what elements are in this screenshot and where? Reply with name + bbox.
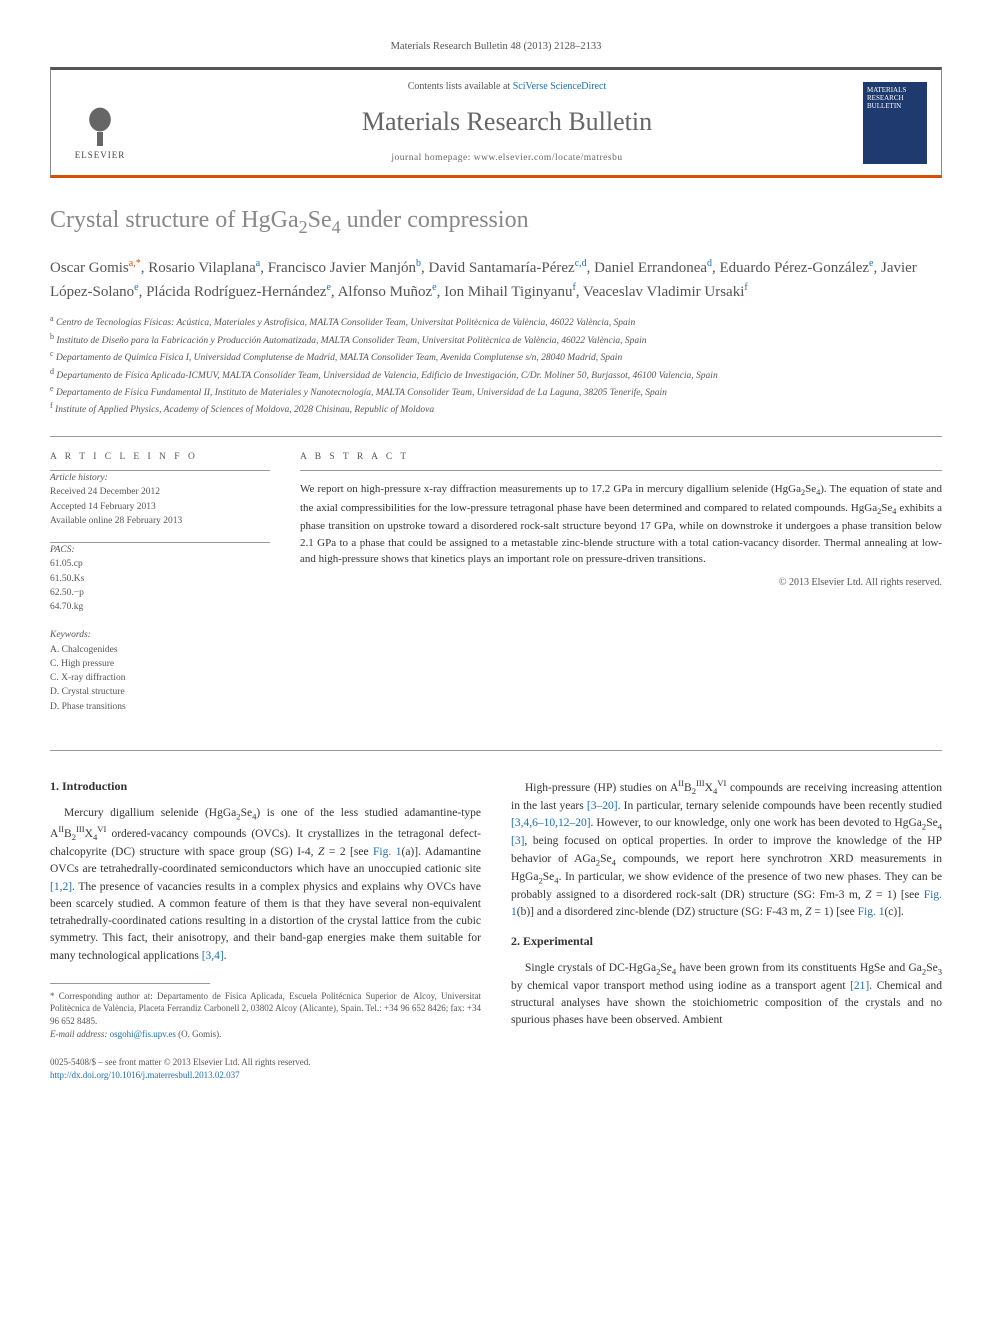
- right-paragraph-1: High-pressure (HP) studies on AIIB2IIIX4…: [511, 777, 942, 922]
- keyword-line: D. Crystal structure: [50, 685, 270, 699]
- right-paragraph-2: Single crystals of DC-HgGa2Se4 have been…: [511, 960, 942, 1030]
- email-label: E-mail address:: [50, 1029, 107, 1039]
- sciencedirect-link[interactable]: SciVerse ScienceDirect: [513, 81, 607, 92]
- divider-abstract: [300, 470, 942, 471]
- article-info-column: A R T I C L E I N F O Article history: R…: [50, 441, 270, 728]
- author-list: Oscar Gomisa,*, Rosario Vilaplanaa, Fran…: [50, 256, 942, 303]
- left-column: 1. Introduction Mercury digallium seleni…: [50, 777, 481, 1082]
- elsevier-tree-icon: [75, 92, 125, 147]
- article-info-heading: A R T I C L E I N F O: [50, 451, 270, 464]
- pacs-line: 64.70.kg: [50, 600, 270, 614]
- pacs-line: 61.05.cp: [50, 557, 270, 571]
- affiliation-line: b Instituto de Diseño para la Fabricació…: [50, 331, 942, 348]
- abstract-column: A B S T R A C T We report on high-pressu…: [300, 441, 942, 728]
- email-suffix: (O. Gomis).: [178, 1029, 221, 1039]
- journal-cover-title: MATERIALS RESEARCH BULLETIN: [867, 86, 923, 111]
- affiliation-list: a Centro de Tecnologías Físicas: Acústic…: [50, 313, 942, 417]
- corresponding-footnote: * Corresponding author at: Departamento …: [50, 990, 481, 1040]
- history-line: Available online 28 February 2013: [50, 514, 270, 528]
- homepage-line: journal homepage: www.elsevier.com/locat…: [151, 152, 863, 165]
- elsevier-logo: ELSEVIER: [65, 84, 135, 162]
- history-line: Received 24 December 2012: [50, 485, 270, 499]
- pacs-line: 61.50.Ks: [50, 572, 270, 586]
- pacs-line: 62.50.−p: [50, 586, 270, 600]
- journal-header-box: ELSEVIER Contents lists available at Sci…: [50, 67, 942, 179]
- keywords-block: Keywords: A. ChalcogenidesC. High pressu…: [50, 628, 270, 714]
- homepage-url[interactable]: www.elsevier.com/locate/matresbu: [474, 153, 623, 163]
- article-title: Crystal structure of HgGa2Se4 under comp…: [50, 204, 942, 240]
- right-column: High-pressure (HP) studies on AIIB2IIIX4…: [511, 777, 942, 1082]
- affiliation-line: f Institute of Applied Physics, Academy …: [50, 400, 942, 417]
- affiliation-line: e Departamento de Física Fundamental II,…: [50, 383, 942, 400]
- intro-heading: 1. Introduction: [50, 777, 481, 795]
- body-columns: 1. Introduction Mercury digallium seleni…: [50, 777, 942, 1082]
- article-history-block: Article history: Received 24 December 20…: [50, 471, 270, 528]
- front-matter-line: 0025-5408/$ – see front matter © 2013 El…: [50, 1056, 481, 1069]
- divider-top: [50, 436, 942, 437]
- history-line: Accepted 14 February 2013: [50, 500, 270, 514]
- affiliation-line: d Departamento de Física Aplicada-ICMUV,…: [50, 366, 942, 383]
- abstract-copyright: © 2013 Elsevier Ltd. All rights reserved…: [300, 576, 942, 590]
- abstract-text: We report on high-pressure x-ray diffrac…: [300, 481, 942, 568]
- journal-name: Materials Research Bulletin: [151, 104, 863, 140]
- elsevier-label: ELSEVIER: [75, 149, 126, 162]
- footnote-separator: [50, 983, 210, 984]
- pacs-block: PACS: 61.05.cp61.50.Ks62.50.−p64.70.kg: [50, 543, 270, 614]
- homepage-prefix: journal homepage:: [391, 153, 473, 163]
- abstract-heading: A B S T R A C T: [300, 451, 942, 464]
- keyword-line: D. Phase transitions: [50, 700, 270, 714]
- affiliation-line: c Departamento de Química Física I, Univ…: [50, 348, 942, 365]
- header-citation: Materials Research Bulletin 48 (2013) 21…: [50, 40, 942, 55]
- history-label: Article history:: [50, 471, 270, 485]
- keyword-line: C. High pressure: [50, 657, 270, 671]
- divider-bottom: [50, 750, 942, 751]
- header-center: Contents lists available at SciVerse Sci…: [151, 80, 863, 166]
- keyword-line: A. Chalcogenides: [50, 643, 270, 657]
- footnote-text: Corresponding author at: Departamento de…: [50, 991, 481, 1026]
- doi-link[interactable]: http://dx.doi.org/10.1016/j.materresbull…: [50, 1070, 240, 1080]
- contents-prefix: Contents lists available at: [408, 81, 513, 92]
- info-abstract-row: A R T I C L E I N F O Article history: R…: [50, 441, 942, 728]
- keyword-line: C. X-ray diffraction: [50, 671, 270, 685]
- corresponding-email-link[interactable]: osgohi@fis.upv.es: [110, 1029, 176, 1039]
- contents-available-line: Contents lists available at SciVerse Sci…: [151, 80, 863, 94]
- affiliation-line: a Centro de Tecnologías Físicas: Acústic…: [50, 313, 942, 330]
- intro-paragraph-1: Mercury digallium selenide (HgGa2Se4) is…: [50, 805, 481, 965]
- doi-block: 0025-5408/$ – see front matter © 2013 El…: [50, 1056, 481, 1081]
- pacs-label: PACS:: [50, 543, 270, 557]
- footnote-marker: *: [50, 991, 55, 1001]
- journal-cover-thumb: MATERIALS RESEARCH BULLETIN: [863, 82, 927, 164]
- experimental-heading: 2. Experimental: [511, 932, 942, 950]
- keywords-label: Keywords:: [50, 628, 270, 642]
